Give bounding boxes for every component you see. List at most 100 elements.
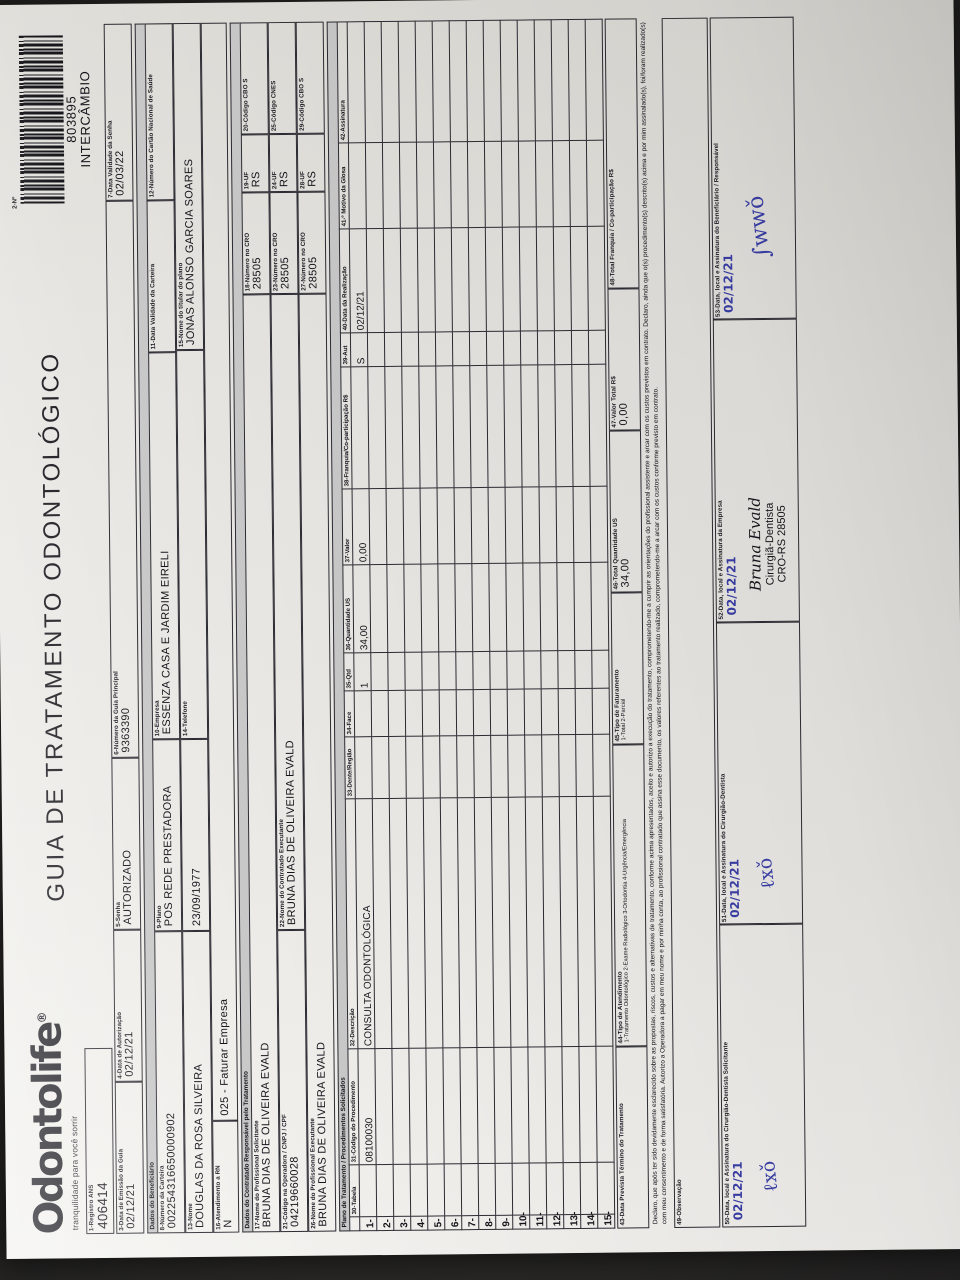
signature-block-solicitante[interactable]: 50-Data, local e Assinatura do Cirurgião…	[719, 924, 807, 1228]
cell-face[interactable]	[558, 688, 576, 735]
cell-dente-regiao[interactable]	[405, 736, 424, 799]
cell-franquia[interactable]	[452, 365, 472, 488]
cell-qtd[interactable]	[540, 650, 559, 689]
cell-codigo[interactable]	[527, 1046, 547, 1164]
cell-aut[interactable]	[452, 331, 470, 366]
cell-tabela[interactable]	[427, 1163, 445, 1217]
cell-qtd[interactable]	[472, 651, 491, 690]
cell-dente-regiao[interactable]	[422, 735, 441, 799]
cell-valor[interactable]	[539, 486, 557, 563]
cell-codigo[interactable]: 08100030	[357, 1048, 377, 1165]
cell-tabela[interactable]	[444, 1163, 462, 1216]
field-cro-solicitante[interactable]: 18-Número no CRO 28505	[241, 192, 271, 295]
cell-motivo-glosa[interactable]	[433, 141, 452, 228]
cell-codigo[interactable]	[595, 1046, 615, 1163]
cell-codigo[interactable]	[510, 1047, 530, 1164]
cell-face[interactable]	[388, 690, 406, 737]
cell-aut[interactable]	[554, 330, 572, 365]
cell-data-realizacao[interactable]	[570, 226, 589, 331]
cell-data-realizacao[interactable]	[400, 228, 419, 333]
field-senha[interactable]: 5-Senha AUTORIZADO	[111, 757, 142, 930]
cell-qtd[interactable]	[591, 650, 610, 689]
cell-qtd[interactable]	[489, 651, 508, 690]
cell-qtd[interactable]: 1	[353, 652, 372, 691]
cell-franquia[interactable]	[401, 366, 421, 489]
cell-face[interactable]	[439, 689, 457, 736]
cell-face[interactable]	[592, 688, 610, 735]
cell-data-realizacao[interactable]	[536, 226, 555, 331]
cell-tabela[interactable]	[359, 1164, 377, 1217]
cell-data-realizacao[interactable]	[519, 226, 538, 332]
cell-quantidade-us[interactable]	[386, 564, 405, 653]
cell-aut[interactable]	[486, 331, 504, 366]
field-codigo-operadora[interactable]: 21-Código na Operadora / CNPJ / CPF 0421…	[277, 929, 309, 1233]
cell-face[interactable]	[575, 688, 593, 735]
cell-valor[interactable]	[369, 488, 387, 565]
field-validade-carteira[interactable]: 11-Data Validade da Carteira	[146, 200, 177, 353]
cell-franquia[interactable]	[469, 365, 489, 488]
field-atendimento-rn[interactable]: 16-Atendimento a RN N	[212, 1120, 240, 1233]
cell-data-realizacao[interactable]	[434, 227, 453, 332]
cell-face[interactable]	[473, 689, 491, 736]
cell-motivo-glosa[interactable]	[467, 141, 486, 228]
cell-dente-regiao[interactable]	[354, 736, 373, 799]
cell-assinatura[interactable]	[551, 19, 570, 141]
cell-tabela[interactable]	[512, 1163, 530, 1216]
field-data-prevista-termino[interactable]: 43-Data Prevista Término do Tratamento	[615, 1046, 650, 1229]
cell-franquia[interactable]	[367, 366, 387, 489]
cell-motivo-glosa[interactable]	[518, 140, 537, 228]
cell-face[interactable]	[422, 689, 440, 737]
cell-franquia[interactable]	[384, 366, 404, 489]
field-numero-carteira[interactable]: 8-Número da Carteira 002254316650000902	[154, 931, 186, 1234]
cell-motivo-glosa[interactable]	[450, 141, 469, 228]
cell-tabela[interactable]	[529, 1162, 547, 1216]
cell-data-realizacao[interactable]	[417, 227, 436, 333]
cell-face[interactable]	[371, 690, 389, 737]
field-cnes[interactable]: 25-Código CNES	[267, 21, 297, 135]
field-plano[interactable]: 9-Plano POS REDE PRESTADORA	[152, 739, 183, 932]
field-cbo-profissional[interactable]: 29-Código CBO S	[295, 21, 325, 134]
cell-valor[interactable]	[488, 487, 506, 564]
cell-codigo[interactable]	[544, 1046, 564, 1163]
cell-aut[interactable]	[384, 332, 402, 367]
cell-assinatura[interactable]	[483, 20, 502, 142]
cell-tabela[interactable]	[597, 1162, 615, 1215]
cell-dente-regiao[interactable]	[456, 735, 475, 798]
field-telefone[interactable]: 14-Telefone	[176, 349, 209, 740]
field-valor-total[interactable]: 47-Valor Total R$ 0,00	[607, 288, 641, 431]
cell-dente-regiao[interactable]	[473, 735, 492, 798]
cell-face[interactable]	[541, 688, 559, 735]
cell-quantidade-us[interactable]	[454, 563, 473, 652]
field-uf-executante[interactable]: 24-UF RS	[268, 133, 298, 193]
cell-tabela[interactable]	[461, 1163, 479, 1216]
cell-descricao[interactable]	[593, 796, 613, 1047]
cell-tabela[interactable]	[495, 1163, 513, 1216]
cell-quantidade-us[interactable]	[369, 564, 388, 653]
cell-quantidade-us[interactable]	[590, 562, 609, 651]
cell-assinatura[interactable]	[415, 20, 434, 143]
cell-codigo[interactable]	[442, 1047, 462, 1164]
cell-dente-regiao[interactable]	[439, 735, 458, 798]
cell-valor[interactable]	[403, 488, 421, 565]
cell-qtd[interactable]	[387, 652, 406, 691]
cell-data-realizacao[interactable]	[553, 226, 572, 331]
cell-tabela[interactable]	[393, 1164, 411, 1217]
cell-face[interactable]	[405, 690, 423, 737]
cell-quantidade-us[interactable]	[403, 564, 422, 653]
cell-quantidade-us[interactable]	[505, 563, 524, 652]
cell-data-realizacao[interactable]	[366, 228, 385, 333]
cell-dente-regiao[interactable]	[575, 734, 594, 797]
field-cbo-solicitante[interactable]: 20-Código CBO S	[239, 22, 269, 135]
cell-quantidade-us[interactable]	[437, 563, 456, 652]
cell-qtd[interactable]	[370, 652, 389, 691]
cell-aut[interactable]	[418, 331, 436, 367]
cell-tabela[interactable]	[376, 1164, 394, 1217]
cell-valor[interactable]	[437, 487, 455, 564]
cell-franquia[interactable]	[588, 364, 608, 487]
cell-franquia[interactable]	[571, 364, 591, 487]
cell-aut[interactable]	[367, 332, 385, 367]
cell-assinatura[interactable]	[534, 19, 553, 141]
cell-assinatura[interactable]	[466, 20, 485, 142]
cell-quantidade-us[interactable]	[488, 563, 507, 652]
cell-quantidade-us[interactable]	[539, 562, 558, 651]
